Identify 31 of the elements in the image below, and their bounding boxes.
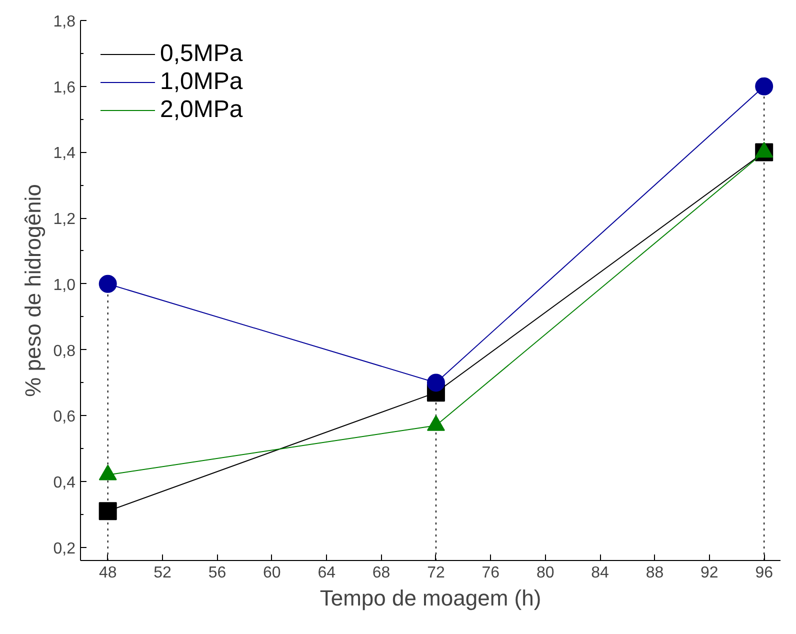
x-tick-label: 88	[646, 564, 664, 582]
y-tick-label: 0,4	[53, 474, 76, 492]
x-tick-label: 72	[427, 564, 445, 582]
x-tick-label: 80	[536, 564, 554, 582]
legend-label: 0,5MPa	[160, 40, 243, 68]
x-axis-title: Tempo de moagem (h)	[320, 586, 542, 610]
x-tick-label: 76	[482, 564, 500, 582]
x-tick-label: 56	[208, 564, 226, 582]
point	[426, 374, 445, 392]
x-tick-label: 92	[700, 564, 718, 582]
y-tick-label: 1,0	[53, 276, 76, 294]
x-tick-label: 68	[372, 564, 390, 582]
x-tick-label: 96	[755, 564, 774, 582]
x-tick-label: 48	[98, 564, 117, 582]
y-tick-label: 0,8	[53, 342, 76, 360]
x-tick-label: 52	[154, 564, 172, 582]
y-tick-label: 1,8	[53, 14, 76, 30]
point	[755, 77, 774, 96]
legend-label: 2,0MPa	[160, 96, 243, 124]
y-axis-title: % peso de hidrogênio	[20, 184, 46, 397]
point	[98, 502, 117, 520]
x-tick-label: 64	[318, 564, 336, 582]
legend-label: 1,0MPa	[160, 68, 243, 96]
y-tick-label: 1,2	[53, 211, 76, 228]
y-tick-label: 1,4	[53, 145, 76, 162]
point	[98, 274, 117, 293]
y-tick-label: 0,6	[53, 408, 76, 426]
x-tick-label: 84	[591, 564, 610, 582]
y-tick-label: 0,2	[53, 540, 76, 558]
x-tick-label: 60	[263, 564, 281, 582]
y-tick-label: 1,6	[53, 79, 76, 96]
